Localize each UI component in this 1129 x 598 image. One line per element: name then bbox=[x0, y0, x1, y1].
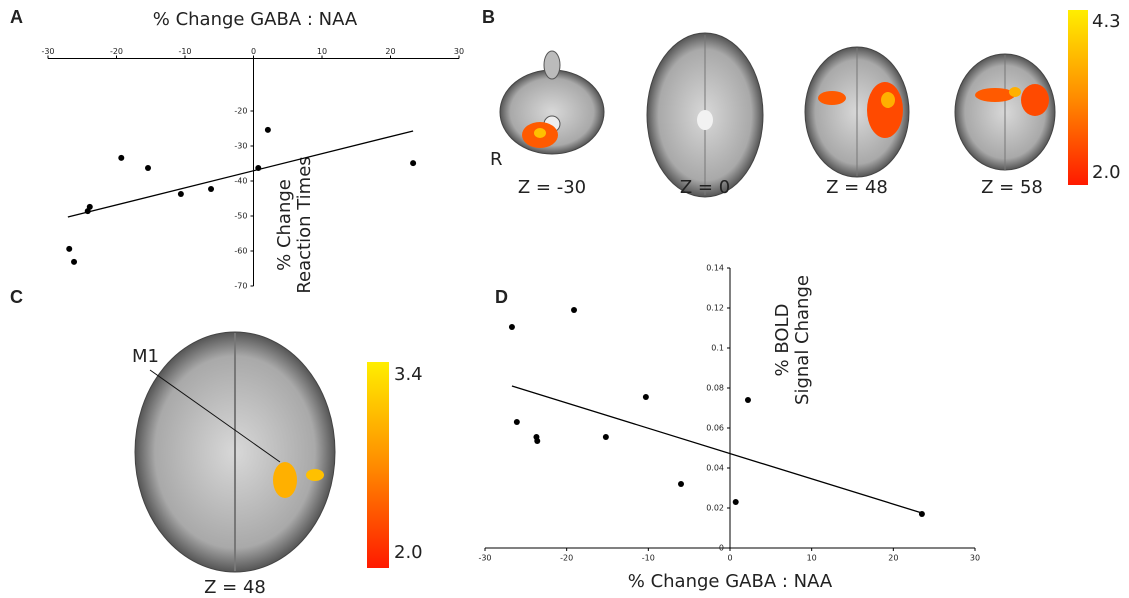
point bbox=[509, 324, 515, 330]
point bbox=[145, 165, 151, 171]
point bbox=[919, 511, 925, 517]
point bbox=[643, 394, 649, 400]
y-axis-label: % Change bbox=[274, 179, 295, 271]
x-tick-label: 0 bbox=[727, 554, 732, 563]
trend-line bbox=[512, 386, 922, 513]
y-tick-label: 0.12 bbox=[706, 304, 724, 313]
x-axis-label: % Change GABA : NAA bbox=[628, 571, 833, 592]
point bbox=[208, 186, 214, 192]
panel-label: C bbox=[10, 287, 23, 307]
x-tick-label: 20 bbox=[888, 554, 898, 563]
slice-label: Z = 0 bbox=[680, 177, 730, 198]
x-tick-label: 10 bbox=[807, 554, 817, 563]
colorbar bbox=[1068, 10, 1088, 185]
panel-label: A bbox=[10, 7, 23, 27]
x-tick-label: 0 bbox=[251, 47, 256, 56]
point bbox=[265, 127, 271, 133]
x-tick-label: 30 bbox=[454, 47, 464, 56]
y-tick-label: -50 bbox=[234, 212, 247, 221]
x-tick-label: -20 bbox=[110, 47, 123, 56]
x-tick-label: 30 bbox=[970, 554, 980, 563]
region-label: M1 bbox=[132, 346, 159, 367]
point bbox=[71, 259, 77, 265]
point bbox=[514, 419, 520, 425]
y-tick-label: 0 bbox=[719, 544, 724, 553]
panel-label: B bbox=[482, 7, 495, 27]
y-axis-label: Signal Change bbox=[792, 275, 813, 405]
y-tick-label: -40 bbox=[234, 177, 247, 186]
chart-title: % Change GABA : NAA bbox=[153, 9, 358, 30]
point bbox=[571, 307, 577, 313]
y-axis-label: % BOLD bbox=[772, 304, 793, 377]
point bbox=[178, 191, 184, 197]
colorbar-max: 3.4 bbox=[394, 364, 423, 385]
y-tick-label: -30 bbox=[234, 142, 247, 151]
figure: A % Change GABA : NAA D % Change GABA : … bbox=[0, 0, 1129, 598]
point bbox=[745, 397, 751, 403]
y-tick-label: -20 bbox=[234, 107, 247, 116]
point bbox=[118, 155, 124, 161]
x-tick-label: 10 bbox=[317, 47, 327, 56]
point bbox=[603, 434, 609, 440]
brain-slice bbox=[135, 332, 335, 572]
point bbox=[733, 499, 739, 505]
x-tick-label: -10 bbox=[178, 47, 191, 56]
y-tick-label: -60 bbox=[234, 247, 247, 256]
x-tick-label: -20 bbox=[560, 554, 573, 563]
slice-label: Z = -30 bbox=[518, 177, 586, 198]
point bbox=[255, 165, 261, 171]
colorbar-max: 4.3 bbox=[1092, 11, 1121, 32]
colorbar-min: 2.0 bbox=[394, 542, 423, 563]
y-axis-label: Reaction Times bbox=[294, 156, 315, 293]
slice-label: Z = 58 bbox=[981, 177, 1043, 198]
y-tick-label: 0.1 bbox=[711, 344, 724, 353]
y-tick-label: 0.06 bbox=[706, 424, 724, 433]
point bbox=[87, 204, 93, 210]
x-tick-label: -30 bbox=[41, 47, 54, 56]
slice-label: Z = 48 bbox=[826, 177, 888, 198]
point bbox=[66, 246, 72, 252]
y-tick-label: -70 bbox=[234, 282, 247, 291]
panel-label: D bbox=[495, 287, 508, 307]
x-tick-label: -10 bbox=[642, 554, 655, 563]
colorbar-min: 2.0 bbox=[1092, 162, 1121, 183]
x-tick-label: -30 bbox=[478, 554, 491, 563]
y-tick-label: 0.02 bbox=[706, 504, 724, 513]
point bbox=[410, 160, 416, 166]
side-label: R bbox=[490, 149, 503, 170]
slice-label: Z = 48 bbox=[204, 577, 266, 598]
point bbox=[678, 481, 684, 487]
y-tick-label: 0.08 bbox=[706, 384, 724, 393]
point bbox=[534, 438, 540, 444]
x-tick-label: 20 bbox=[385, 47, 395, 56]
colorbar bbox=[367, 362, 389, 568]
brain-slices bbox=[500, 33, 1055, 197]
y-tick-label: 0.04 bbox=[706, 464, 724, 473]
y-tick-label: 0.14 bbox=[706, 264, 724, 273]
